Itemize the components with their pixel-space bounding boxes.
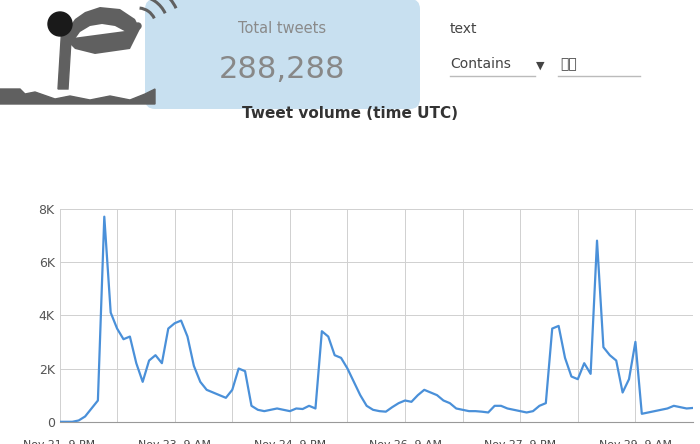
Text: 苏州: 苏州 [560,57,577,71]
Polygon shape [65,29,140,54]
Text: 288,288: 288,288 [218,55,345,83]
Circle shape [48,12,72,36]
Text: Contains: Contains [450,57,511,71]
Text: ▼: ▼ [536,61,545,71]
Text: Tweet volume (time UTC): Tweet volume (time UTC) [242,107,458,122]
FancyBboxPatch shape [145,0,420,109]
Text: Nov 27, 9 PM: Nov 27, 9 PM [484,440,556,444]
Text: Total tweets: Total tweets [238,21,326,36]
Polygon shape [65,7,140,39]
Circle shape [135,23,141,29]
Polygon shape [58,24,72,89]
Polygon shape [0,89,155,104]
Text: Nov 26, 9 AM: Nov 26, 9 AM [368,440,442,444]
Text: Nov 23, 9 AM: Nov 23, 9 AM [138,440,211,444]
Text: Nov 24, 9 PM: Nov 24, 9 PM [254,440,326,444]
Text: text: text [450,22,477,36]
Text: Nov 21, 9 PM: Nov 21, 9 PM [23,440,96,444]
Text: Nov 29, 9 AM: Nov 29, 9 AM [599,440,672,444]
